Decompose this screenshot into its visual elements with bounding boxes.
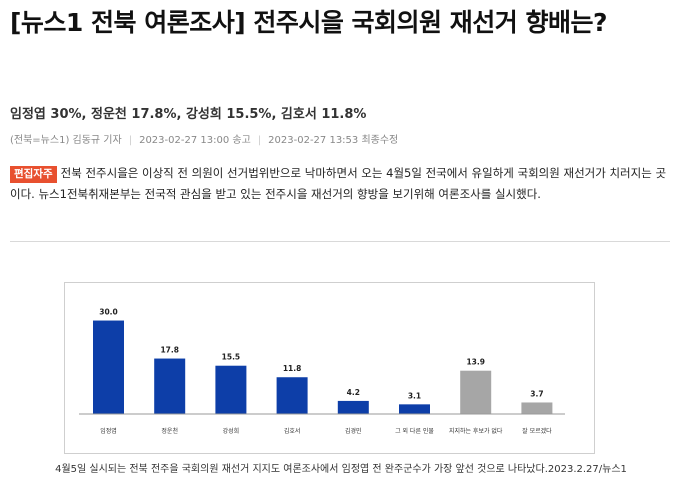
byline-separator: | bbox=[257, 135, 262, 146]
chart-value-label: 17.8 bbox=[160, 346, 179, 355]
chart-value-label: 15.5 bbox=[222, 353, 241, 362]
chart-bar bbox=[93, 320, 124, 414]
chart-category-label: 지지하는 후보가 없다 bbox=[449, 427, 503, 435]
chart-category-label: 정운천 bbox=[161, 427, 178, 435]
chart-bar bbox=[154, 358, 186, 414]
chart-value-label: 13.9 bbox=[466, 358, 485, 367]
chart-value-label: 3.1 bbox=[408, 391, 421, 400]
chart-value-label: 3.7 bbox=[530, 389, 543, 398]
article-subhead: 임정엽 30%, 정운천 17.8%, 강성희 15.5%, 김호서 11.8% bbox=[10, 107, 367, 122]
poll-bar-chart: 30.0 임정엽 17.8 정운천 15.5 강성희 11.8 김호서 4.2 김경민 3.1 그 외… bbox=[79, 308, 565, 435]
chart-category-label: 그 외 다른 인물 bbox=[395, 427, 434, 435]
chart-bar bbox=[215, 365, 247, 414]
chart-bar bbox=[399, 404, 430, 414]
byline-published: 2023-02-27 13:00 송고 bbox=[139, 135, 251, 146]
editor-note-text: 전북 전주시을은 이상직 전 의원이 선거법위반으로 낙마하면서 오는 4월5일… bbox=[10, 166, 667, 201]
chart-value-label: 30.0 bbox=[99, 308, 118, 317]
chart-caption: 4월5일 실시되는 전북 전주을 국회의원 재선거 지지도 여론조사에서 임정엽… bbox=[55, 464, 627, 475]
chart-bar bbox=[337, 400, 369, 414]
chart-bar bbox=[521, 402, 553, 414]
section-divider bbox=[10, 241, 670, 242]
chart-bar bbox=[276, 377, 308, 414]
byline-source: (전북=뉴스1) 김동규 기자 bbox=[10, 135, 122, 146]
chart-category-label: 김호서 bbox=[284, 427, 301, 435]
byline: (전북=뉴스1) 김동규 기자 | 2023-02-27 13:00 송고 | 2023… bbox=[10, 131, 398, 146]
editor-note-badge: 편집자주 bbox=[10, 166, 57, 183]
article-headline: [뉴스1 전북 여론조사] 전주시을 국회의원 재선거 향배는? bbox=[10, 8, 607, 37]
editor-note: 편집자주 전북 전주시을은 이상직 전 의원이 선거법위반으로 낙마하면서 오는 … bbox=[10, 163, 670, 205]
chart-bar bbox=[460, 370, 492, 414]
byline-separator: | bbox=[128, 135, 133, 146]
chart-value-label: 11.8 bbox=[283, 364, 302, 373]
chart-value-label: 4.2 bbox=[347, 388, 360, 397]
chart-category-label: 잘 모르겠다 bbox=[522, 427, 552, 435]
chart-category-label: 임정엽 bbox=[100, 427, 117, 435]
chart-category-label: 강성희 bbox=[223, 427, 240, 435]
chart-category-label: 김경민 bbox=[345, 427, 362, 435]
poll-chart: 30.0 임정엽 17.8 정운천 15.5 강성희 11.8 김호서 4.2 김경민 3.1 그 외… bbox=[64, 282, 595, 454]
byline-updated: 2023-02-27 13:53 최종수정 bbox=[268, 135, 399, 146]
